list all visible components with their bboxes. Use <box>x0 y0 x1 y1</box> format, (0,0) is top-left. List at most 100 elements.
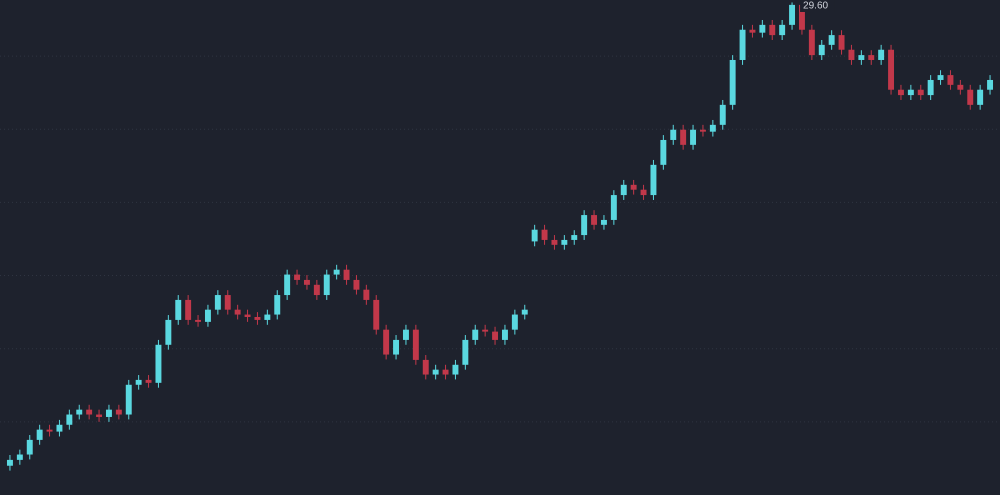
candle-body <box>26 439 33 455</box>
candle-body <box>313 284 320 296</box>
candle-body <box>838 35 845 50</box>
candle-body <box>808 29 815 56</box>
candle-body <box>16 454 23 460</box>
candle-body <box>393 339 400 355</box>
candle-body <box>333 269 340 275</box>
candle-body <box>284 274 291 296</box>
candle-body <box>96 414 103 417</box>
candle-body <box>383 329 390 355</box>
candle-body <box>561 239 568 245</box>
candle-body <box>422 359 429 375</box>
candle-body <box>115 409 122 415</box>
candle-body <box>195 319 202 322</box>
candle-body <box>86 409 93 415</box>
candle-body <box>907 89 914 96</box>
candle-body <box>818 44 825 56</box>
candle-body <box>462 339 469 365</box>
candle-body <box>660 139 667 165</box>
candle-body <box>353 279 360 290</box>
candle-body <box>303 279 310 285</box>
candle-body <box>551 239 558 245</box>
candle-body <box>888 49 895 90</box>
candle-body <box>482 329 489 332</box>
candle-body <box>56 424 63 432</box>
candle-body <box>571 235 578 240</box>
candle-body <box>848 49 855 60</box>
candle-body <box>868 55 875 60</box>
candle-body <box>878 49 885 60</box>
candle-body <box>640 189 647 196</box>
candle-body <box>452 364 459 375</box>
candle-body <box>769 24 776 36</box>
candle-body <box>343 269 350 280</box>
candle-body <box>947 75 954 85</box>
candle-body <box>759 24 766 33</box>
candle-body <box>541 229 548 240</box>
candle-body <box>927 79 934 96</box>
candle-body <box>630 184 637 190</box>
candle-body <box>897 89 904 96</box>
candle-body <box>699 129 706 132</box>
candle-body <box>680 129 687 145</box>
candle-body <box>511 314 518 330</box>
candle-body <box>363 289 370 300</box>
candle-body <box>690 129 697 145</box>
candle-body <box>294 274 301 280</box>
candle-body <box>46 429 53 432</box>
candle-body <box>521 309 528 315</box>
candle-body <box>620 184 627 196</box>
candle-body <box>36 429 43 440</box>
candle-body <box>967 89 974 105</box>
candle-body <box>412 329 419 360</box>
candle-body <box>591 215 598 225</box>
candle-body <box>858 55 865 60</box>
candle-body <box>185 299 192 320</box>
candle-body <box>729 59 736 105</box>
candle-body <box>264 314 271 320</box>
annotation-bg <box>800 0 835 12</box>
candle-body <box>105 409 112 417</box>
candle-body <box>204 309 211 322</box>
candle-body <box>670 129 677 140</box>
candle-body <box>828 35 835 45</box>
candle-body <box>76 409 83 415</box>
candle-body <box>175 299 182 320</box>
candle-body <box>442 369 449 375</box>
candle-body <box>719 104 726 125</box>
candle-body <box>125 384 132 415</box>
candle-body <box>610 195 617 220</box>
candle-body <box>66 414 73 425</box>
candle-body <box>214 295 221 310</box>
candle-body <box>274 295 281 315</box>
candle-body <box>145 379 152 383</box>
candle-body <box>135 379 142 385</box>
candle-body <box>581 215 588 236</box>
candle-body <box>165 319 172 345</box>
candle-body <box>977 89 984 105</box>
candle-body <box>749 29 756 33</box>
candle-body <box>917 89 924 96</box>
candle-body <box>957 84 964 90</box>
candle-body <box>650 164 657 196</box>
candle-body <box>244 314 251 317</box>
candle-body <box>373 299 380 330</box>
candle-body <box>798 4 805 30</box>
candle-body <box>709 124 716 132</box>
candle-body <box>254 316 261 320</box>
candle-body <box>600 219 607 225</box>
candle-body <box>472 329 479 340</box>
annotation-label: 29.60 <box>803 1 828 12</box>
candle-body <box>155 344 162 383</box>
candle-body <box>402 329 409 340</box>
candle-body <box>6 459 13 466</box>
candle-body <box>492 331 499 340</box>
candle-body <box>323 274 330 296</box>
candle-body <box>531 229 538 242</box>
candle-body <box>937 75 944 80</box>
candle-body <box>987 79 994 90</box>
candle-body <box>779 24 786 36</box>
candle-body <box>234 309 241 315</box>
